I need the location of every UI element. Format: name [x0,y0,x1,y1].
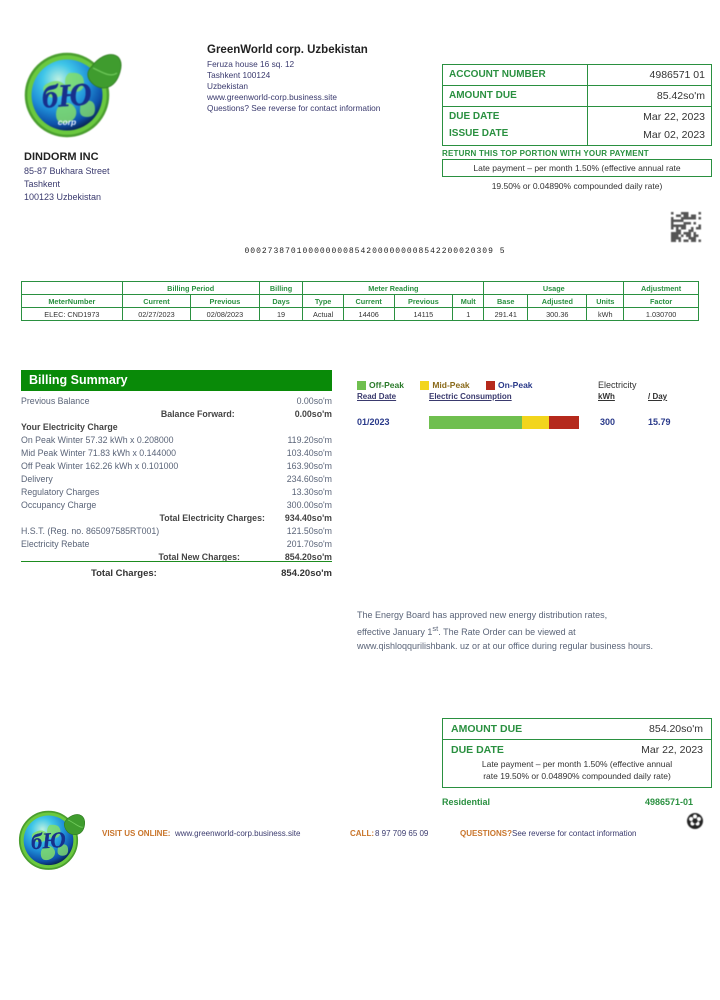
svg-text:бЮ: бЮ [41,75,93,114]
svg-text:corp: corp [58,117,76,127]
svg-text:бЮ: бЮ [30,827,67,854]
